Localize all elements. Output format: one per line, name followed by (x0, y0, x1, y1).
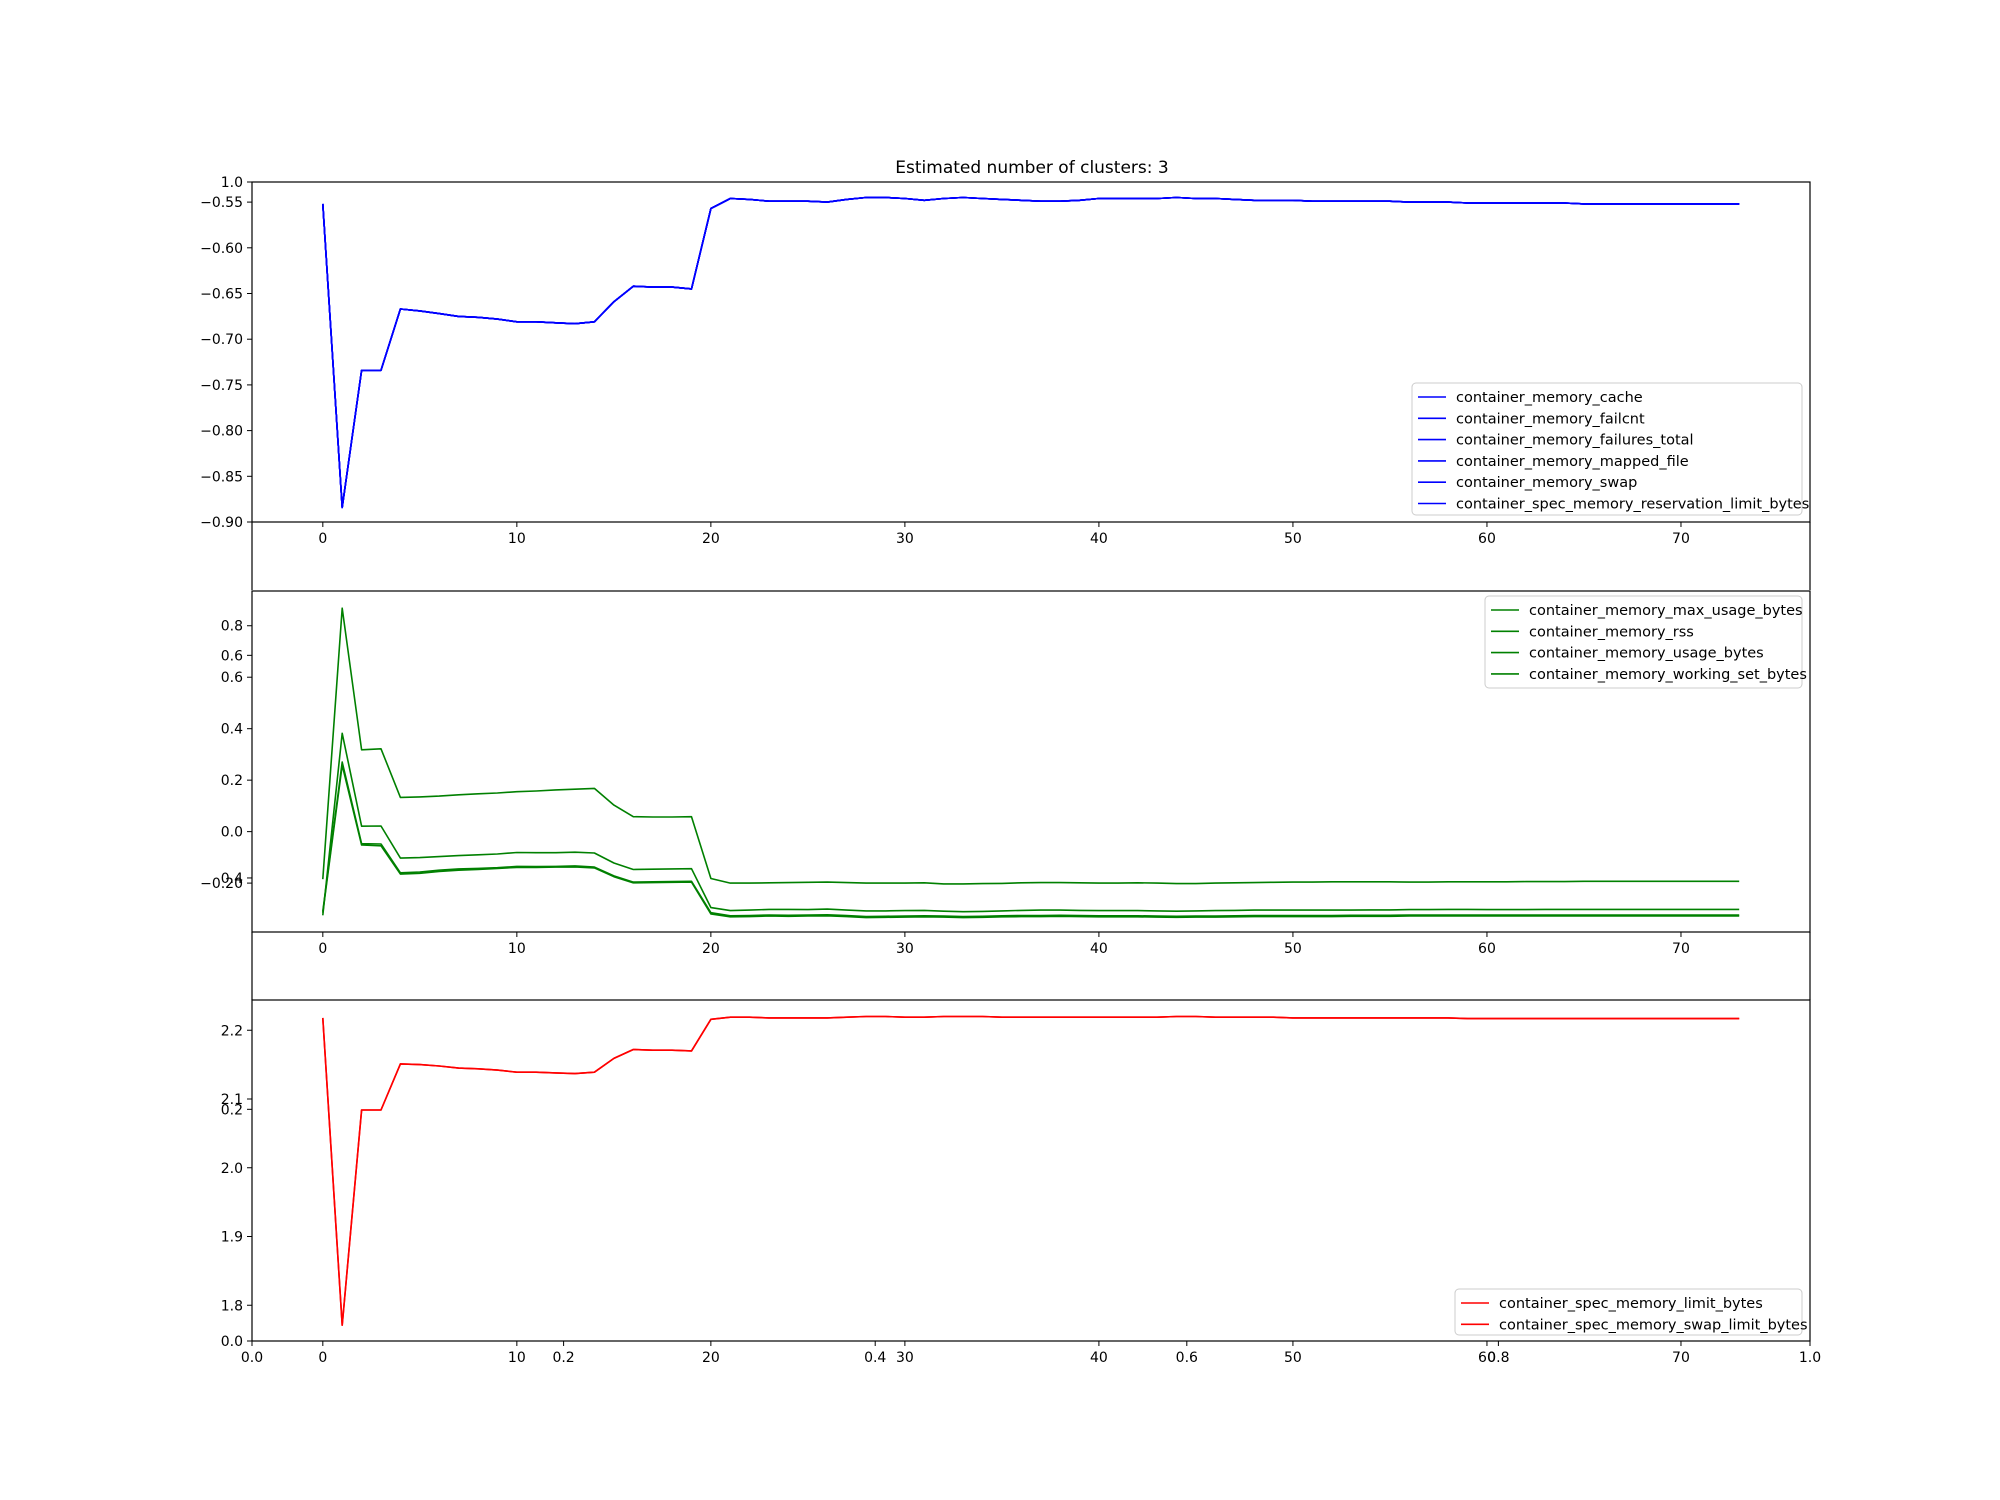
panel-middle: 0.8 0.6 0.4 0.2 0.0 −0.20 0.6 0.4 0 10 20 30 40 50 60 7… (200, 590, 1811, 1000)
x-tick-label: 30 (896, 1350, 914, 1366)
x-tick-label: 60 (1478, 1350, 1496, 1366)
legend-label: container_spec_memory_reservation_limit_… (1456, 497, 1809, 513)
y-tick-label: −0.90 (200, 515, 243, 531)
legend-label: container_memory_rss (1529, 624, 1694, 640)
y-tick-label: −0.20 (200, 876, 243, 892)
chart-title: Estimated number of clusters: 3 (895, 158, 1168, 178)
legend-label: container_memory_cache (1456, 390, 1643, 406)
x-tick-label: 0 (318, 941, 327, 957)
y-tick-label: −0.80 (200, 424, 243, 440)
x-tick-label: 20 (702, 941, 720, 957)
legend-label: container_memory_failures_total (1456, 433, 1694, 449)
legend-label: container_memory_working_set_bytes (1529, 667, 1807, 683)
x-tick-label: 20 (702, 531, 720, 547)
x-tick-label: 40 (1090, 531, 1108, 547)
y-tick-label: −0.85 (200, 469, 243, 485)
x-tick-label: 30 (896, 531, 914, 547)
legend-label: container_spec_memory_swap_limit_bytes (1499, 1317, 1808, 1333)
legend-frame (1454, 1288, 1803, 1336)
y-tick-label-overlay: 0.2 (221, 1102, 243, 1118)
x-tick-label: 60 (1478, 941, 1496, 957)
x-tick-label: 0 (318, 1350, 327, 1366)
x-tick-label-overlay: 0.0 (241, 1350, 263, 1366)
y-tick-label: −0.55 (200, 195, 243, 211)
legend-label: container_memory_usage_bytes (1529, 646, 1764, 662)
y-tick-label: 1.8 (221, 1298, 243, 1314)
x-tick-label-overlay: 0.4 (864, 1350, 886, 1366)
x-tick-label-overlay: 1.0 (1799, 1350, 1821, 1366)
series-line (322, 196, 1740, 509)
series-line (322, 1015, 1740, 1326)
y-tick-label: −0.70 (200, 332, 243, 348)
x-tick-label: 10 (508, 1350, 526, 1366)
y-tick-label-overlay: 0.6 (221, 648, 243, 664)
legend-label: container_memory_failcnt (1456, 411, 1645, 427)
legend-label: container_memory_max_usage_bytes (1529, 603, 1803, 619)
x-tick-label: 70 (1672, 1350, 1690, 1366)
y-tick-label: −0.60 (200, 241, 243, 257)
series-line (322, 764, 1740, 919)
legend-frame (1484, 595, 1803, 689)
legend: container_spec_memory_limit_bytescontain… (1454, 1288, 1808, 1336)
y-tick-label: −0.65 (200, 287, 243, 303)
x-tick-label: 30 (896, 941, 914, 957)
x-tick-label: 10 (508, 941, 526, 957)
y-tick-label: −0.75 (200, 378, 243, 394)
y-tick-label: 2.0 (221, 1161, 243, 1177)
y-tick-label-overlay: 0.0 (221, 1334, 243, 1350)
x-tick-label: 50 (1284, 941, 1302, 957)
legend-label: container_memory_swap (1456, 475, 1637, 491)
y-tick-label: 0.2 (221, 773, 243, 789)
x-tick-label: 40 (1090, 941, 1108, 957)
y-tick-label: 2.2 (221, 1023, 243, 1039)
plot-layer: −0.55 −0.60 −0.65 −0.70 −0.75 −0.80 −0.85 −0.90… (200, 175, 1821, 1366)
y-tick-label-overlay: 0.4 (221, 871, 243, 887)
series-line (322, 732, 1740, 916)
legend: container_memory_max_usage_bytes containe… (1484, 595, 1807, 689)
x-tick-label-overlay: 0.8 (1487, 1350, 1509, 1366)
series-line (322, 607, 1740, 885)
x-tick-label: 0 (318, 531, 327, 547)
x-tick-label: 20 (702, 1350, 720, 1366)
y-tick-label-top: 1.0 (221, 175, 243, 191)
y-tick-label: 2.1 (221, 1092, 243, 1108)
y-tick-label: 0.4 (221, 722, 243, 738)
y-tick-label: 0.8 (221, 619, 243, 635)
y-tick-label: 1.9 (221, 1230, 243, 1246)
x-tick-label: 50 (1284, 1350, 1302, 1366)
y-tick-label: 0.6 (221, 670, 243, 686)
x-tick-label: 60 (1478, 531, 1496, 547)
x-tick-label: 70 (1672, 941, 1690, 957)
legend-frame (1411, 382, 1803, 516)
axes-frame (251, 181, 1811, 523)
x-tick-label: 70 (1672, 531, 1690, 547)
x-tick-label: 10 (508, 531, 526, 547)
panel-bottom: 2.2 2.1 2.0 1.9 1.8 0.2 0.0 0 10 20 30 40 50 60 70 0.0 0… (221, 999, 1821, 1366)
legend-label: container_memory_mapped_file (1456, 454, 1689, 470)
legend-label: container_spec_memory_limit_bytes (1499, 1296, 1763, 1312)
panel-top: −0.55 −0.60 −0.65 −0.70 −0.75 −0.80 −0.85 −0.90… (200, 175, 1811, 590)
axes-frame (251, 999, 1811, 1342)
x-tick-label-overlay: 0.2 (552, 1350, 574, 1366)
legend: container_memory_cache container_memory_f… (1411, 382, 1809, 516)
y-tick-label: 0.0 (221, 825, 243, 841)
x-tick-label: 40 (1090, 1350, 1108, 1366)
axes-frame (251, 590, 1811, 933)
x-tick-label-overlay: 0.6 (1176, 1350, 1198, 1366)
x-tick-label: 50 (1284, 531, 1302, 547)
